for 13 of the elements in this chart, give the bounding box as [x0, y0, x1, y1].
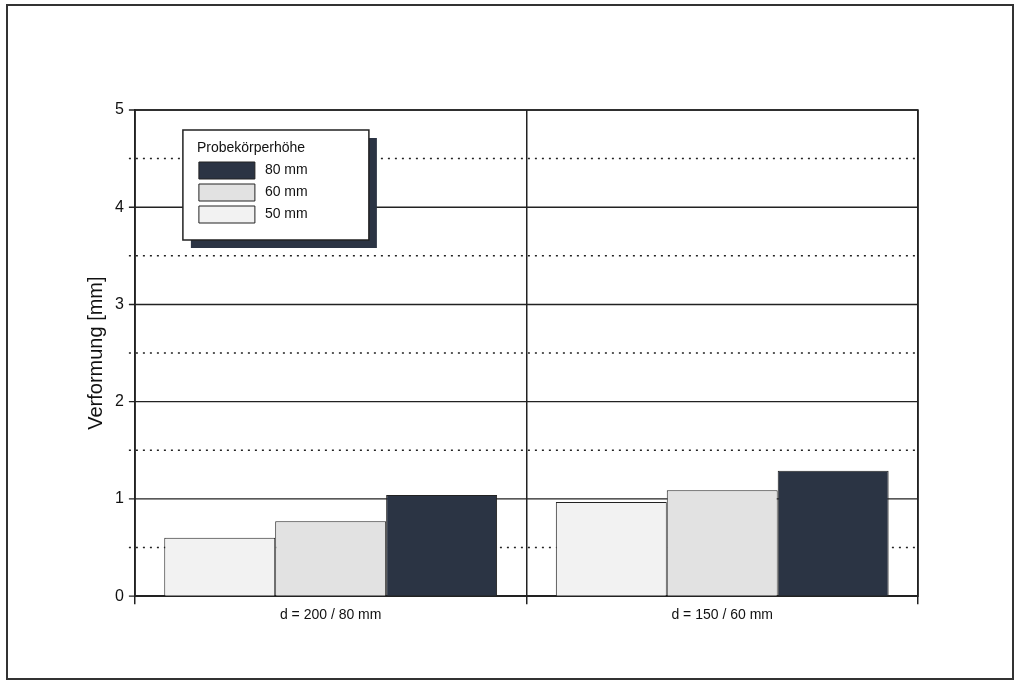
y-tick-label: 3	[114, 294, 124, 312]
legend-label: 50 mm	[264, 204, 308, 221]
y-axis-title: Verformung [mm]	[83, 276, 106, 430]
legend-label: 80 mm	[264, 160, 308, 177]
x-tick-label: d = 150 / 60 mm	[671, 606, 774, 623]
y-tick-label: 4	[114, 197, 124, 215]
y-tick-label: 5	[114, 100, 124, 118]
legend-title: Probekörperhöhe	[196, 138, 306, 155]
y-tick-label: 1	[114, 489, 124, 507]
legend-label: 60 mm	[264, 182, 308, 199]
x-tick-label: d = 200 / 80 mm	[279, 606, 382, 623]
y-tick-label: 2	[114, 392, 124, 410]
y-tick-label: 0	[114, 586, 124, 604]
